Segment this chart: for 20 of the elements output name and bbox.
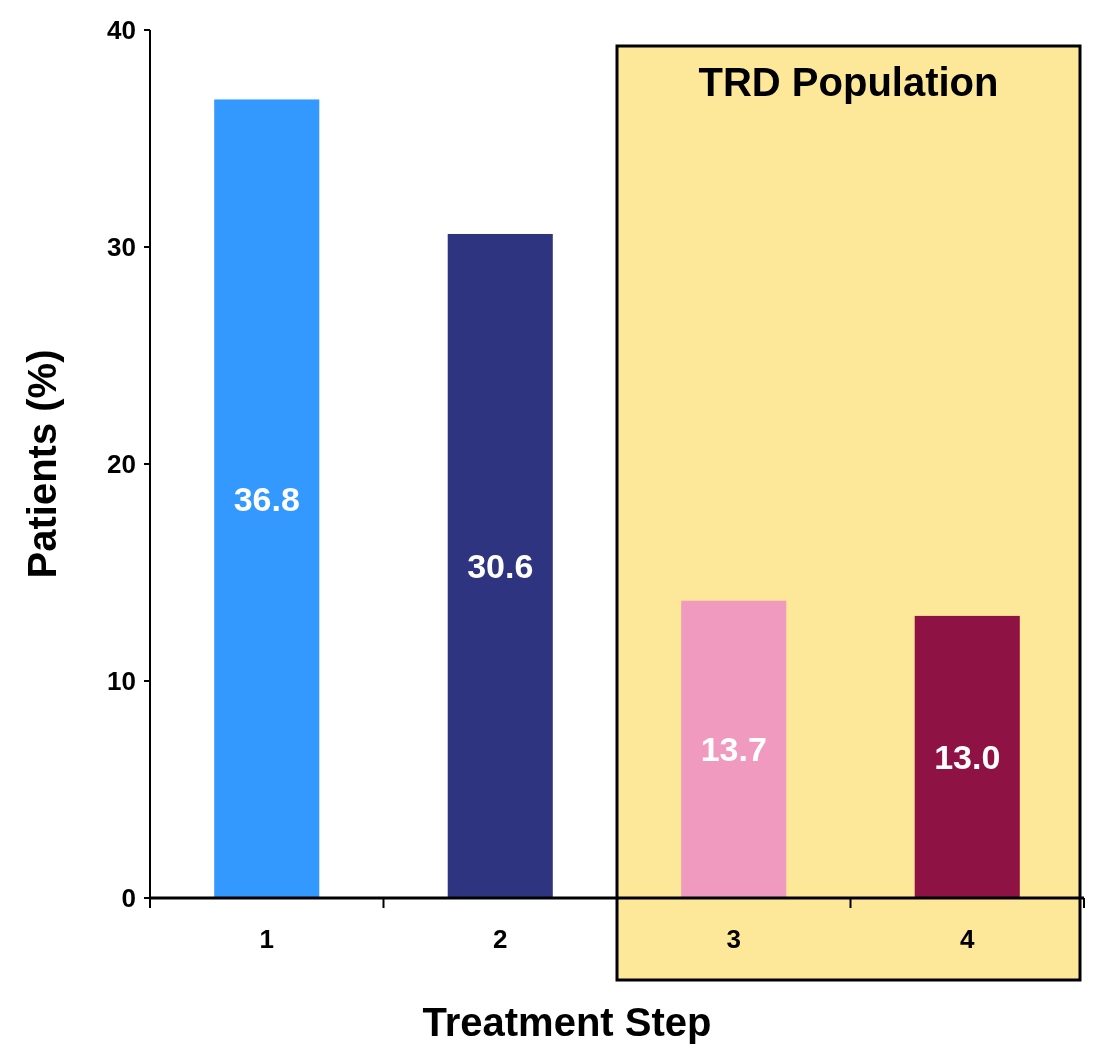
y-tick-label: 0 bbox=[121, 883, 136, 914]
data-label: 30.6 bbox=[467, 546, 534, 585]
data-label: 36.8 bbox=[233, 479, 300, 518]
y-tick-label: 30 bbox=[107, 232, 136, 263]
bar bbox=[447, 233, 553, 898]
x-tick-label: 4 bbox=[960, 924, 976, 954]
data-label: 13.0 bbox=[934, 737, 1001, 776]
y-axis-title: Patients (%) bbox=[20, 349, 64, 579]
band-label: TRD Population bbox=[698, 60, 999, 104]
y-tick-label: 10 bbox=[107, 666, 136, 697]
x-tick-label: 2 bbox=[493, 924, 508, 954]
y-tick-label: 40 bbox=[107, 15, 136, 46]
data-label: 13.7 bbox=[700, 730, 767, 769]
x-axis-title: Treatment Step bbox=[422, 1000, 712, 1044]
x-tick-label: 1 bbox=[259, 924, 274, 954]
x-tick-label: 3 bbox=[726, 924, 741, 954]
bar bbox=[214, 99, 320, 898]
bar bbox=[681, 600, 787, 898]
y-tick-label: 20 bbox=[107, 449, 136, 480]
bar bbox=[914, 615, 1020, 898]
